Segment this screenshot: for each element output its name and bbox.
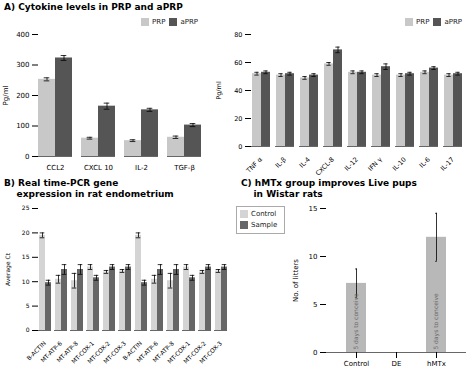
svg-text:0: 0	[313, 349, 317, 357]
svg-text:0: 0	[26, 326, 30, 333]
svg-text:MT-COX-1: MT-COX-1	[165, 339, 192, 365]
svg-text:MT-ATP-6: MT-ATP-6	[38, 339, 64, 364]
svg-text:10: 10	[22, 278, 30, 285]
svg-text:0: 0	[25, 153, 29, 161]
svg-text:Pg/ml: Pg/ml	[215, 81, 223, 100]
svg-text:400: 400	[16, 31, 29, 39]
svg-text:5: 5	[26, 302, 30, 309]
svg-text:80: 80	[234, 31, 242, 39]
svg-text:DE: DE	[392, 360, 402, 368]
svg-text:60: 60	[234, 59, 242, 67]
svg-text:B-ACTIN: B-ACTIN	[25, 339, 48, 362]
svg-text:No. of litters: No. of litters	[292, 259, 300, 302]
svg-text:TGF-β: TGF-β	[173, 164, 195, 172]
svg-text:MT-ATP-6: MT-ATP-6	[134, 339, 160, 364]
svg-text:MT-ATP-8: MT-ATP-8	[54, 339, 80, 364]
html-text:C) hMTx group improves Live pu: C) hMTx group improves Live pups in Wist…	[241, 178, 417, 199]
svg-text:IL-10: IL-10	[391, 156, 408, 173]
svg-text:20: 20	[234, 115, 242, 123]
svg-text:200: 200	[16, 92, 29, 100]
svg-text:MT-COX-3: MT-COX-3	[102, 339, 127, 364]
svg-text:B-ACTIN: B-ACTIN	[121, 339, 144, 362]
svg-text:Pg/ml: Pg/ml	[2, 86, 10, 106]
html-text:Control: Control	[251, 210, 277, 218]
svg-text:15: 15	[309, 205, 318, 213]
svg-text:15: 15	[22, 253, 30, 260]
svg-text:5: 5	[313, 301, 317, 309]
svg-text:CXCL-8: CXCL-8	[314, 156, 336, 178]
svg-text:TNF α: TNF α	[244, 156, 264, 176]
html-text:Sample: Sample	[251, 221, 278, 229]
svg-text:IL-6: IL-6	[418, 156, 432, 170]
svg-text:IL-2: IL-2	[135, 164, 148, 172]
svg-text:MT-ATP-8: MT-ATP-8	[150, 339, 176, 364]
svg-text:10: 10	[309, 253, 318, 261]
svg-text:5 days to conceive: 5 days to conceive	[432, 293, 440, 350]
svg-text:MT-COX-2: MT-COX-2	[85, 339, 112, 365]
svg-text:CXCL 10: CXCL 10	[84, 164, 113, 172]
svg-text:MT-COX-1: MT-COX-1	[69, 339, 96, 365]
html-text:aPRP: aPRP	[180, 17, 198, 26]
html-text:PRP: PRP	[416, 17, 430, 26]
html-text:aPRP: aPRP	[444, 17, 462, 26]
svg-text:IL-17: IL-17	[439, 156, 456, 173]
svg-text:CCL2: CCL2	[46, 164, 64, 172]
svg-text:MT-COX-2: MT-COX-2	[181, 339, 208, 365]
svg-text:IFN γ: IFN γ	[367, 155, 384, 172]
svg-text:40: 40	[234, 87, 242, 95]
svg-text:IL-12: IL-12	[343, 156, 360, 173]
svg-text:IL-4: IL-4	[298, 156, 312, 170]
html-text:PRP: PRP	[152, 17, 166, 26]
svg-text:hMTx: hMTx	[427, 360, 446, 368]
svg-text:100: 100	[16, 122, 29, 130]
svg-text:0: 0	[238, 143, 242, 151]
svg-text:Average Ct: Average Ct	[4, 252, 12, 286]
svg-text:300: 300	[16, 61, 29, 69]
svg-text:5 days to conceive: 5 days to conceive	[352, 293, 360, 350]
html-text:B) Real time-PCR gene expressi: B) Real time-PCR gene expression in rat …	[4, 178, 174, 199]
svg-text:25: 25	[22, 204, 30, 211]
html-text:A) Cytokine levels in PRP and: A) Cytokine levels in PRP and aPRP	[4, 2, 183, 12]
svg-text:IL-β: IL-β	[274, 156, 288, 170]
svg-text:MT-COX-3: MT-COX-3	[198, 339, 223, 364]
svg-text:Control: Control	[344, 360, 369, 368]
svg-text:20: 20	[22, 229, 30, 236]
